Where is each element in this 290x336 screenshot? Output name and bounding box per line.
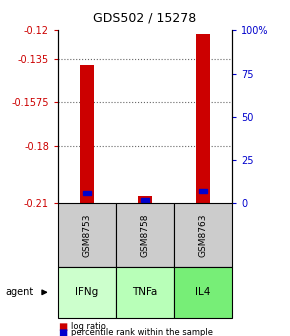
Bar [141, 198, 149, 202]
Text: IL4: IL4 [195, 287, 211, 297]
Text: agent: agent [6, 287, 34, 297]
Text: percentile rank within the sample: percentile rank within the sample [71, 328, 213, 336]
Text: ■: ■ [58, 322, 67, 332]
Text: GSM8758: GSM8758 [140, 213, 150, 257]
Bar [196, 34, 210, 203]
Bar [83, 191, 91, 195]
Bar [80, 65, 94, 203]
Bar [138, 196, 152, 203]
Text: ■: ■ [58, 328, 67, 336]
Text: GSM8763: GSM8763 [198, 213, 208, 257]
Text: GDS502 / 15278: GDS502 / 15278 [93, 12, 197, 25]
Text: GSM8753: GSM8753 [82, 213, 92, 257]
Text: log ratio: log ratio [71, 322, 106, 331]
Bar [199, 189, 207, 193]
Text: TNFa: TNFa [132, 287, 158, 297]
Text: IFNg: IFNg [75, 287, 99, 297]
